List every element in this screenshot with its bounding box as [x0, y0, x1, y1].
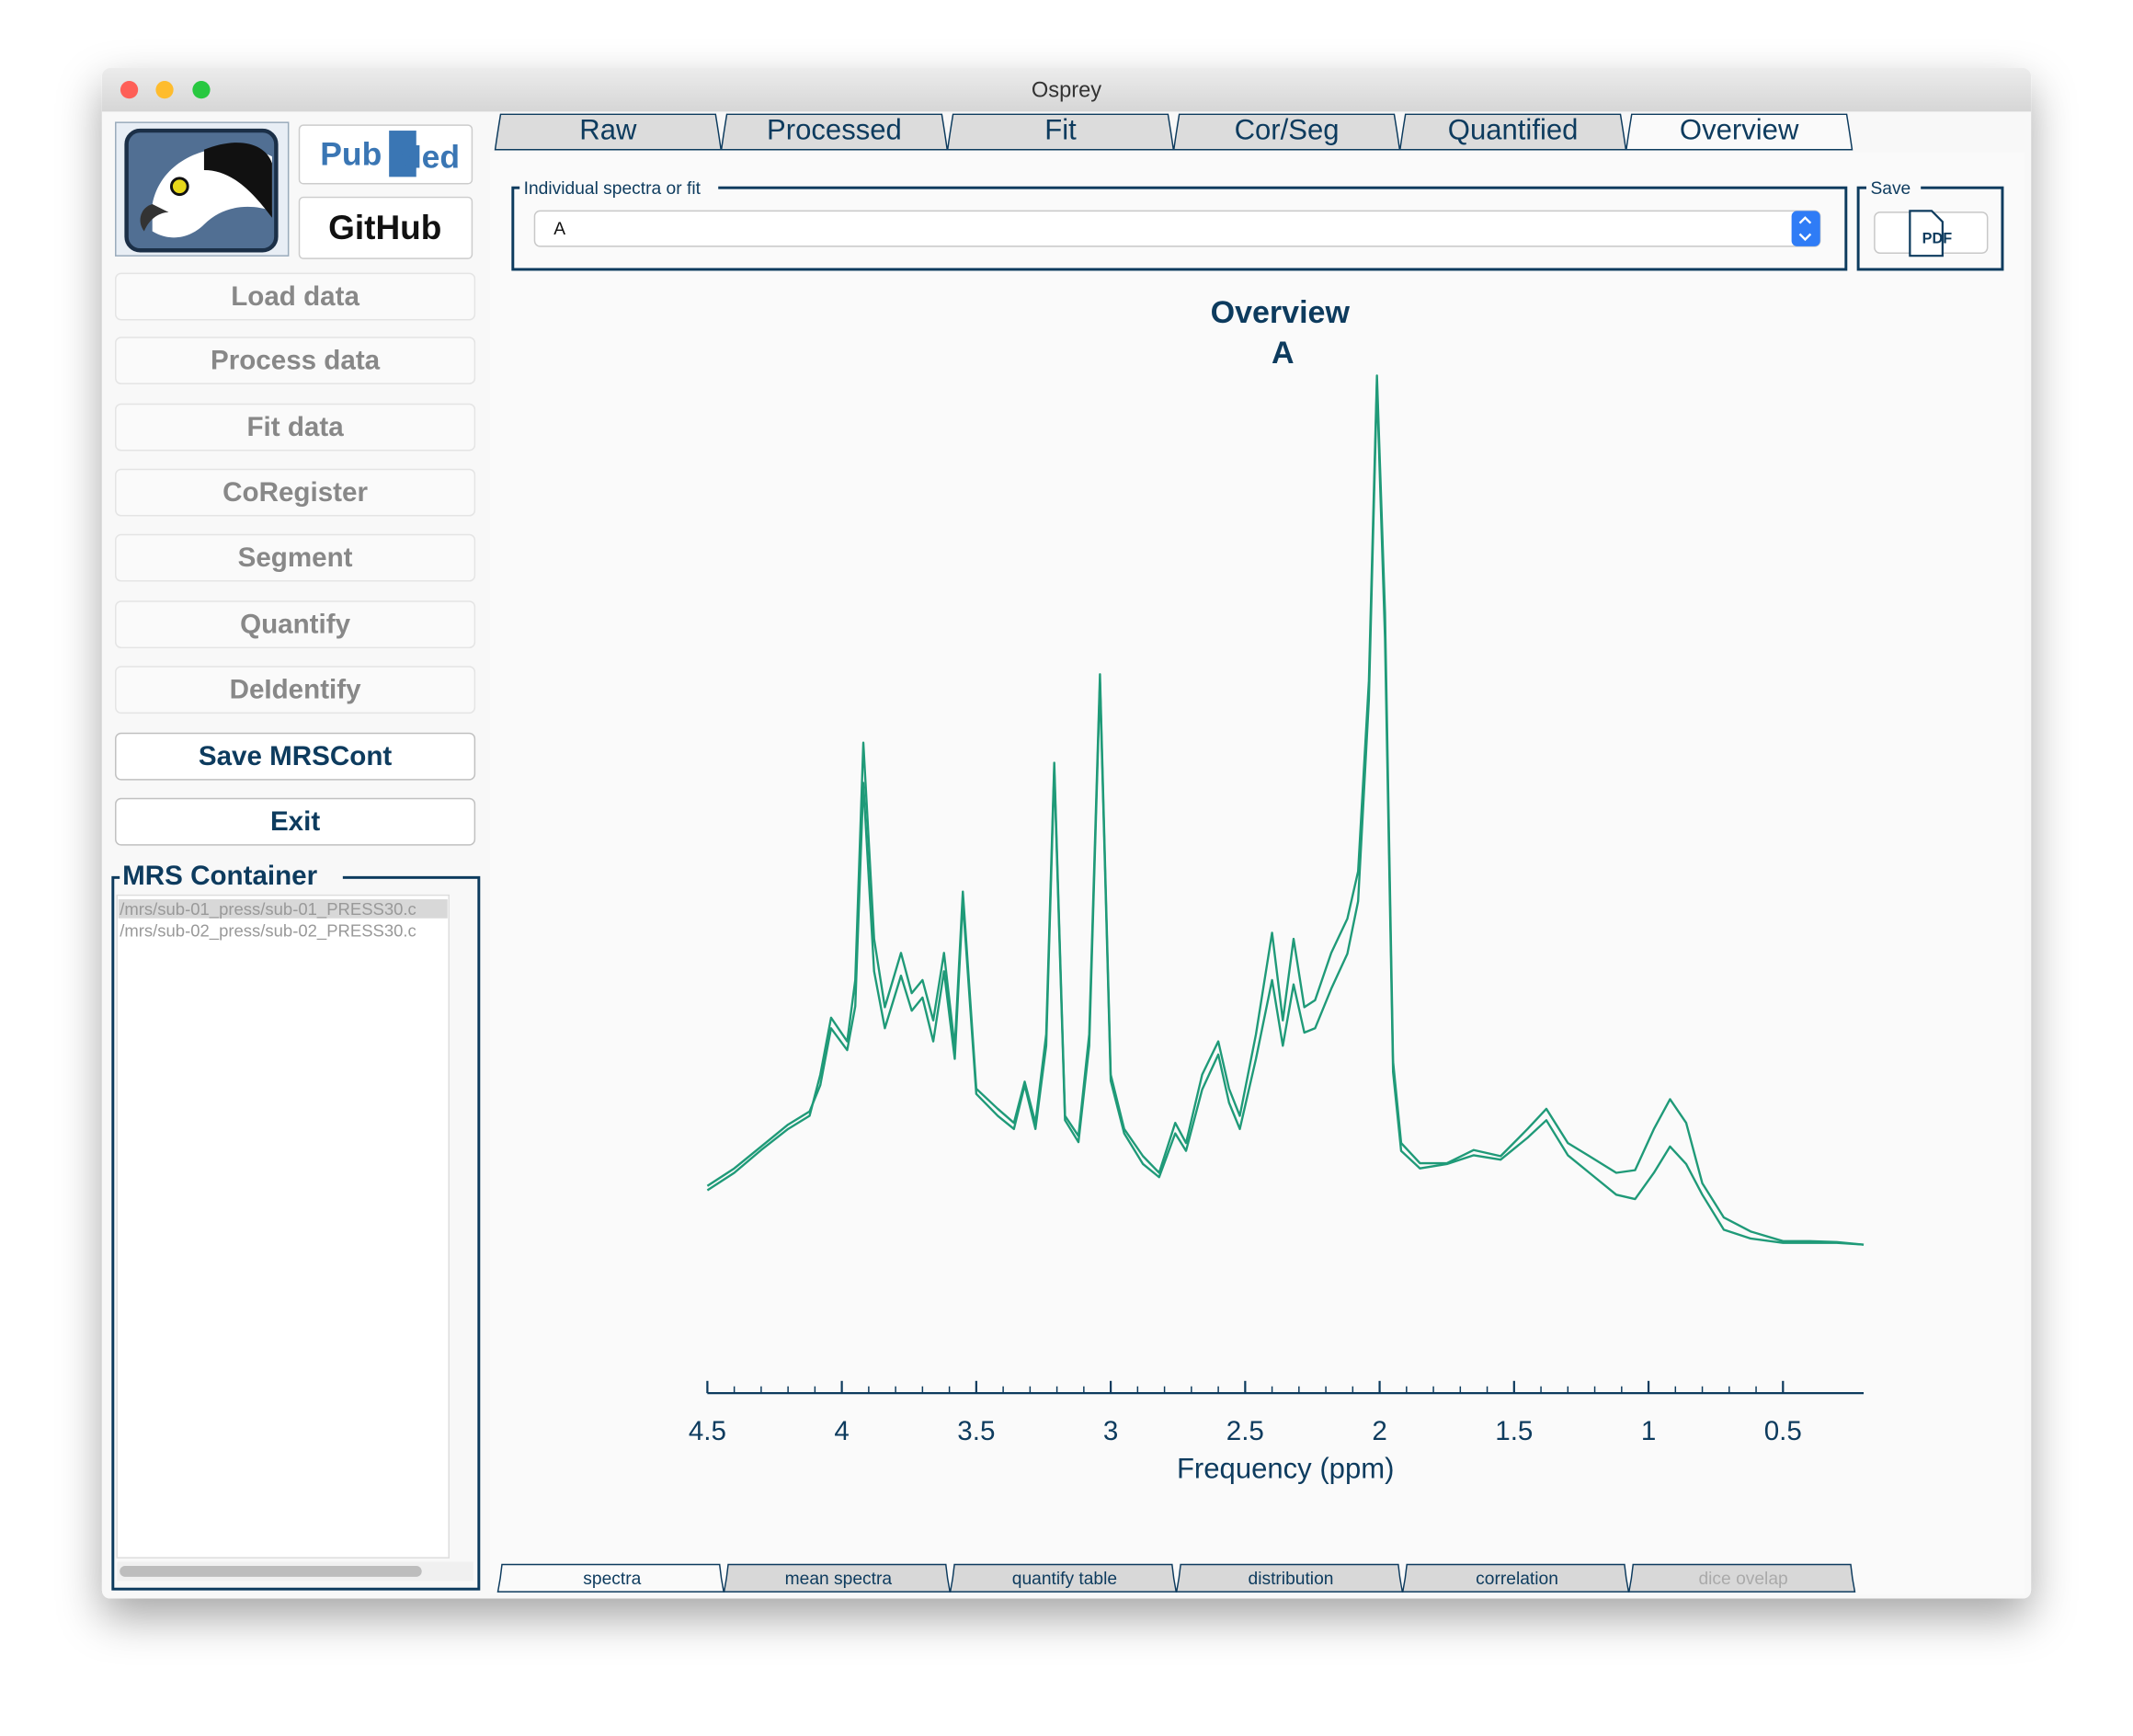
tab-label: Cor/Seg [1235, 114, 1340, 146]
close-button[interactable] [120, 81, 139, 99]
bottom-tab[interactable] [949, 1563, 1178, 1593]
github-button[interactable] [298, 196, 473, 259]
pdf-label: PDF [1922, 231, 1953, 247]
selector-label-bg [519, 177, 719, 200]
save-label: Save [1870, 179, 1911, 199]
file-selected-bg [118, 899, 448, 919]
tab[interactable] [720, 113, 949, 151]
bottom-tab[interactable] [1401, 1563, 1630, 1593]
sidebar-button[interactable] [115, 666, 476, 714]
x-tick-label: 2 [1372, 1416, 1386, 1446]
save-panel [1856, 186, 2004, 271]
sidebar-button-label: Segment [238, 542, 353, 573]
sidebar-button[interactable] [115, 732, 476, 781]
title-bar [101, 68, 2032, 112]
x-tick-label: 1.5 [1495, 1416, 1533, 1446]
sidebar-button[interactable] [115, 272, 476, 321]
tab[interactable] [494, 113, 723, 151]
sidebar-button[interactable] [115, 468, 476, 517]
sidebar-button-label: Save MRSCont [199, 741, 393, 771]
tab-label: Processed [767, 114, 902, 146]
sidebar-button-label: Fit data [246, 412, 344, 442]
tab[interactable] [1625, 113, 1854, 151]
sidebar-button[interactable] [115, 337, 476, 385]
zoom-button[interactable] [192, 81, 211, 99]
sidebar-button-label: Load data [231, 281, 359, 312]
sidebar-button-label: Quantify [240, 609, 351, 639]
pubmed-left: Pub [320, 136, 382, 173]
dropdown-stepper[interactable] [1791, 211, 1820, 246]
tab-label: Raw [579, 114, 637, 146]
github-label: GitHub [328, 209, 441, 246]
tab-label: Quantified [1448, 114, 1579, 146]
x-axis-label: Frequency (ppm) [1177, 1453, 1395, 1485]
x-tick-label: 3.5 [957, 1416, 995, 1446]
tab[interactable] [1398, 113, 1627, 151]
bottom-tab-label: spectra [583, 1570, 641, 1589]
x-tick-label: 4.5 [689, 1416, 726, 1446]
sidebar-button-label: Process data [211, 345, 381, 375]
spectrum-line [706, 383, 1865, 1246]
tab-label: Fit [1044, 114, 1077, 146]
x-tick-label: 3 [1103, 1416, 1118, 1446]
selector-label: Individual spectra or fit [524, 179, 701, 199]
save-label-bg [1866, 177, 1922, 200]
sidebar-button[interactable] [115, 403, 476, 451]
sidebar-button[interactable] [115, 600, 476, 649]
bottom-tab[interactable] [496, 1563, 725, 1593]
sidebar: Load data Process data Fit data CoRegister S… [115, 272, 476, 846]
bottom-tab[interactable] [1175, 1563, 1404, 1593]
chart-subtitle: A [1272, 336, 1295, 371]
files: /mrs/sub-01_press/sub-01_PRESS30.c/mrs/s… [120, 899, 416, 942]
minimize-button[interactable] [155, 81, 174, 99]
bottom-tab-label: quantify table [1012, 1570, 1117, 1589]
stepper-arrows [1798, 216, 1812, 242]
bottom-tab-label: mean spectra [785, 1570, 893, 1589]
pubmed-button[interactable] [298, 124, 473, 185]
bottom-tab-label: distribution [1249, 1570, 1334, 1589]
selector-panel [511, 186, 1848, 271]
container-title-bg [120, 862, 343, 890]
file-entry[interactable]: /mrs/sub-01_press/sub-01_PRESS30.c [120, 899, 416, 919]
bottom-tabs: spectra mean spectra quantify table distrib… [496, 1563, 1856, 1593]
bottom-tab-label: correlation [1476, 1570, 1558, 1589]
container-title: MRS Container [122, 861, 317, 891]
tab[interactable] [946, 113, 1175, 151]
tab-label: Overview [1680, 114, 1799, 146]
logo-crest [203, 143, 272, 218]
sidebar-button-label: CoRegister [222, 477, 368, 508]
file-list[interactable] [116, 894, 451, 1559]
x-tick-label: 4 [834, 1416, 849, 1446]
x-tick-label: 2.5 [1226, 1416, 1264, 1446]
x-tick-label: 0.5 [1764, 1416, 1802, 1446]
selector-dropdown[interactable] [533, 210, 1821, 247]
pubmed-badge [389, 131, 416, 177]
selector-value: A [553, 220, 565, 239]
file-entry[interactable]: /mrs/sub-02_press/sub-02_PRESS30.c [120, 920, 416, 941]
spectrum-line [706, 374, 1865, 1246]
bottom-tab[interactable] [723, 1563, 952, 1593]
bottom-tab[interactable] [1627, 1563, 1856, 1593]
content-area [489, 152, 2025, 1595]
window-title: Osprey [1032, 78, 1101, 102]
plot: 4.5 4 3.5 3 2.5 2 1.5 1 0.5 [689, 374, 1865, 1446]
logo-beak [140, 203, 169, 232]
sidebar-button[interactable] [115, 797, 476, 846]
bottom-tab-label: dice ovelap [1698, 1570, 1787, 1589]
tab[interactable] [1172, 113, 1401, 151]
chart-title: Overview [1211, 295, 1351, 330]
scroll-thumb[interactable] [120, 1566, 422, 1577]
logo-eye [169, 177, 189, 197]
sidebar-button[interactable] [115, 533, 476, 582]
pdf-icon [1909, 210, 1944, 257]
sidebar-button-label: DeIdentify [230, 674, 362, 704]
tabs: Raw Processed Fit Cor/Seg Quantified Overview [494, 113, 1854, 151]
sidebar-button-label: Exit [270, 806, 320, 837]
pubmed-right: Med [394, 139, 460, 176]
x-tick-label: 1 [1641, 1416, 1656, 1446]
